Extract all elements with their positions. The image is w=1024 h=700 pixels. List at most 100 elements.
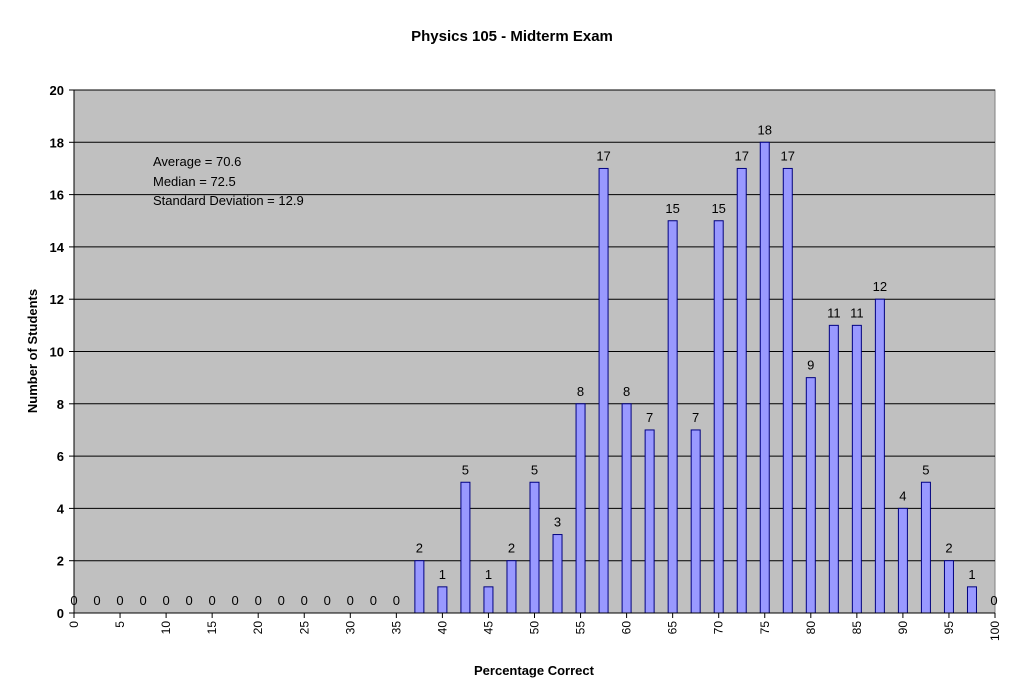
bar-value-label: 0 xyxy=(209,593,216,608)
bar-value-label: 0 xyxy=(93,593,100,608)
bar xyxy=(552,534,563,614)
bar-value-label: 12 xyxy=(873,279,887,294)
bar xyxy=(506,560,517,614)
bar xyxy=(828,324,839,614)
bar-value-label: 0 xyxy=(162,593,169,608)
bar-value-label: 0 xyxy=(324,593,331,608)
y-tick-label: 4 xyxy=(57,501,65,516)
bar xyxy=(874,298,885,614)
bar xyxy=(437,586,448,614)
bar-value-label: 3 xyxy=(554,515,561,530)
bar-value-label: 0 xyxy=(301,593,308,608)
bar-value-label: 2 xyxy=(416,541,423,556)
bar-value-label: 5 xyxy=(531,462,538,477)
bar xyxy=(460,481,471,614)
x-tick-label: 95 xyxy=(942,621,956,635)
bar xyxy=(598,167,609,614)
bar-value-label: 15 xyxy=(665,201,679,216)
bar-value-label: 0 xyxy=(232,593,239,608)
bar-value-label: 0 xyxy=(278,593,285,608)
x-tick-label: 5 xyxy=(113,621,127,628)
bar-value-label: 7 xyxy=(646,410,653,425)
x-tick-label: 50 xyxy=(528,621,542,635)
y-axis-title: Number of Students xyxy=(25,289,40,413)
bar-value-label: 18 xyxy=(758,122,772,137)
x-tick-label: 20 xyxy=(251,621,265,635)
bar-value-label: 5 xyxy=(922,462,929,477)
bar-value-label: 9 xyxy=(807,358,814,373)
bar xyxy=(690,429,701,614)
bar-value-label: 1 xyxy=(439,567,446,582)
y-tick-label: 8 xyxy=(57,397,64,412)
bar-value-label: 17 xyxy=(734,148,748,163)
bar xyxy=(644,429,655,614)
bar xyxy=(966,586,977,614)
y-axis: 0 2 4 6 8 10 12 14 16 18 20 xyxy=(50,83,75,621)
bar-value-label: 0 xyxy=(990,593,997,608)
x-tick-label: 60 xyxy=(620,621,634,635)
bars xyxy=(414,141,977,614)
y-tick-label: 20 xyxy=(50,83,64,98)
bar-value-label: 17 xyxy=(596,148,610,163)
x-tick-label: 30 xyxy=(343,621,357,635)
bar xyxy=(943,560,954,614)
bar xyxy=(414,560,425,614)
x-tick-label: 25 xyxy=(297,621,311,635)
bar-value-label: 8 xyxy=(577,384,584,399)
x-tick-label: 0 xyxy=(67,621,81,628)
x-axis-title: Percentage Correct xyxy=(474,663,595,678)
median-annotation: Median = 72.5 xyxy=(153,174,236,189)
x-tick-label: 10 xyxy=(159,621,173,635)
bar xyxy=(897,507,908,614)
bar-value-label: 0 xyxy=(186,593,193,608)
bar-value-label: 8 xyxy=(623,384,630,399)
bar xyxy=(713,220,724,614)
y-tick-label: 12 xyxy=(50,292,64,307)
x-tick-label: 100 xyxy=(988,621,1002,641)
x-tick-label: 45 xyxy=(481,621,495,635)
bar-value-label: 11 xyxy=(850,305,864,320)
y-tick-label: 16 xyxy=(50,188,64,203)
bar-value-label: 7 xyxy=(692,410,699,425)
y-tick-label: 6 xyxy=(57,449,64,464)
x-tick-label: 35 xyxy=(389,621,403,635)
bar-value-label: 0 xyxy=(116,593,123,608)
x-tick-label: 55 xyxy=(574,621,588,635)
bar xyxy=(782,167,793,614)
x-tick-label: 15 xyxy=(205,621,219,635)
bar xyxy=(667,220,678,614)
bar xyxy=(851,324,862,614)
std-deviation-annotation: Standard Deviation = 12.9 xyxy=(153,193,304,208)
bar-value-label: 0 xyxy=(393,593,400,608)
bar-value-label: 1 xyxy=(968,567,975,582)
bar-value-label: 0 xyxy=(370,593,377,608)
bar-value-label: 4 xyxy=(899,488,906,503)
x-tick-label: 70 xyxy=(712,621,726,635)
y-tick-label: 10 xyxy=(50,345,64,360)
bar-value-label: 5 xyxy=(462,462,469,477)
x-tick-label: 75 xyxy=(758,621,772,635)
x-tick-label: 80 xyxy=(804,621,818,635)
y-tick-label: 18 xyxy=(50,135,64,150)
bar-value-label: 0 xyxy=(255,593,262,608)
bar xyxy=(529,481,540,614)
bar-value-label: 17 xyxy=(781,148,795,163)
chart-title: Physics 105 - Midterm Exam xyxy=(411,28,613,45)
bar xyxy=(759,141,770,614)
x-axis: 0 5 10 15 20 25 30 35 40 45 50 55 60 65 70 75 80 85 90 95 10… xyxy=(67,612,1002,641)
bar-value-label: 1 xyxy=(485,567,492,582)
bar xyxy=(920,481,931,614)
bar xyxy=(621,403,632,614)
bar xyxy=(575,403,586,614)
x-tick-label: 65 xyxy=(666,621,680,635)
bar-value-label: 2 xyxy=(945,541,952,556)
bar xyxy=(483,586,494,614)
gridlines xyxy=(74,89,995,562)
average-annotation: Average = 70.6 xyxy=(153,154,241,169)
x-tick-label: 85 xyxy=(850,621,864,635)
bar-value-label: 0 xyxy=(139,593,146,608)
bar-value-label: 0 xyxy=(347,593,354,608)
x-tick-label: 90 xyxy=(896,621,910,635)
bar-value-label: 2 xyxy=(508,541,515,556)
